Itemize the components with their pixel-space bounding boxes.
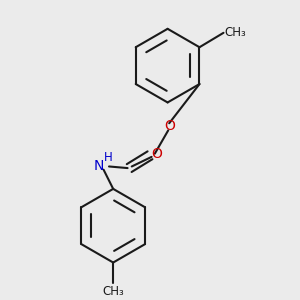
Text: O: O xyxy=(152,147,163,161)
Text: CH₃: CH₃ xyxy=(102,285,124,298)
Text: O: O xyxy=(164,119,175,134)
Text: N: N xyxy=(94,160,104,173)
Text: CH₃: CH₃ xyxy=(224,26,246,39)
Text: H: H xyxy=(104,151,113,164)
